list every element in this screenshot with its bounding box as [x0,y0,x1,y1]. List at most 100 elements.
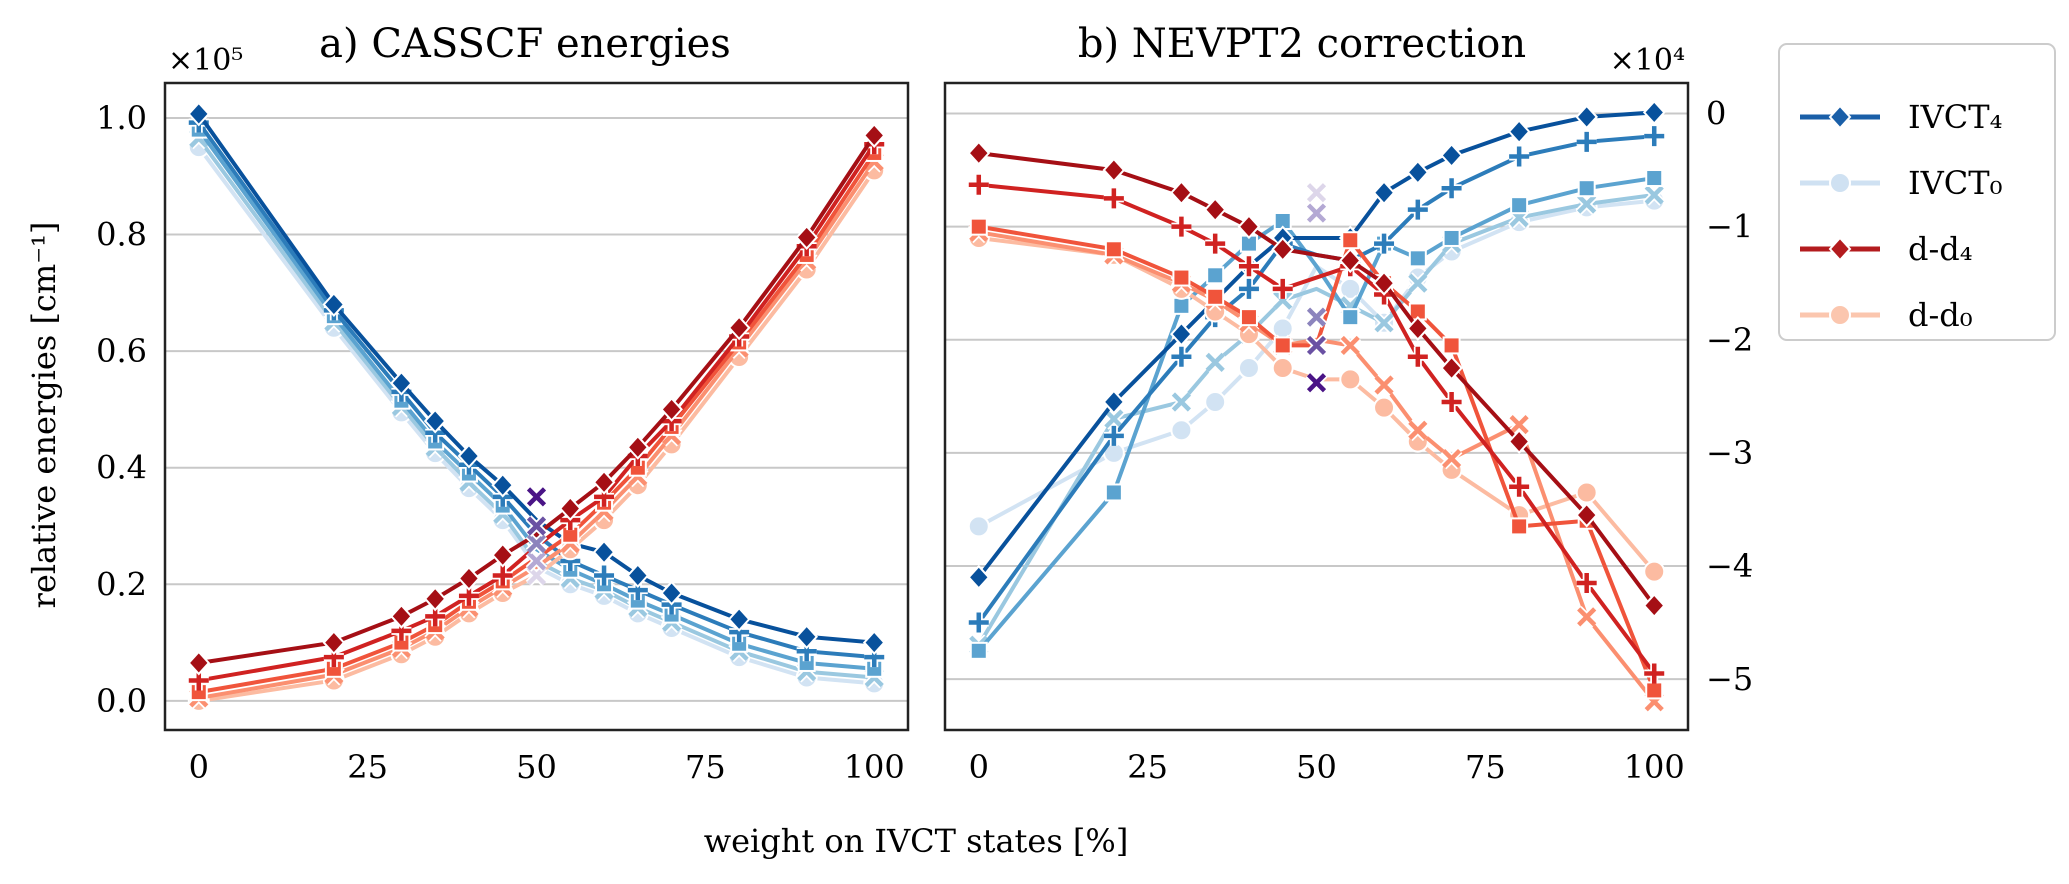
panel-b-ivct-point [1172,296,1191,315]
panel-b-center-point [1305,181,1328,204]
panel-a-ivct-point [862,630,886,656]
panel-b-frame [943,81,1690,732]
y-axis-label: relative energies [cm⁻¹] [25,222,63,609]
panel-a-frame [163,81,910,732]
panel-b-dd-series-4 [967,140,1666,619]
panel-b-dd-point [1442,336,1461,355]
panel-a-ivct-series-1 [187,127,886,689]
panel-b-dd-point [969,217,988,236]
panel-a-center-point [525,532,548,555]
panel-b-dd-point [1575,481,1598,504]
panel-b-dd-point [1645,681,1664,700]
panel-b-ivct-point [1104,483,1123,502]
panel-b-x-tick-label: 50 [1296,748,1337,786]
panel-a-scale-label: ×10⁵ [168,43,243,78]
panel-b-dd-point [1205,233,1226,254]
panel-a-ivct-point [592,539,616,565]
panel-b-ivct-point [1507,119,1531,145]
panel-b-title: b) NEVPT2 correction [1078,21,1526,67]
panel-b-dd-point [1441,391,1462,412]
panel-a-y-tick-label: 1.0 [96,99,147,137]
panel-a-dd-point [626,434,650,460]
panel-b-ivct-point [1373,311,1395,334]
panel-b-dd-point [1238,256,1259,277]
panel-a-dd-series-3 [188,134,885,691]
panel-b-center-point [1305,371,1328,394]
panel-b-ivct-point [1238,278,1259,299]
panel-b-series [967,99,1666,713]
panel-b-dd-point [1644,663,1665,684]
panel-a-dd-line-1 [198,160,876,700]
panel-b-center-points [1305,181,1328,394]
panel-b-ivct-point [1643,184,1666,206]
panel-b-dd-point [1206,287,1225,306]
panel-b-dd-point [1102,157,1126,183]
panel-b-dd-line-2 [978,224,1657,692]
panel-b-ivct-point [1577,179,1596,198]
panel-a-title: a) CASSCF energies [319,21,731,67]
panel-b-dd-point [1643,560,1666,583]
panel-b-center-point [1305,306,1328,328]
panel-b-center-point [1305,202,1328,224]
panel-b-dd-point [967,140,991,166]
panel-b-y-tick-label: −5 [1706,660,1753,698]
panel-a-dd-series-1 [187,150,886,709]
panel-b-dd-point [1338,248,1362,274]
panel-a-ivct-point [390,370,413,396]
panel-a-dd-series-2 [189,143,884,702]
panel-b-ivct-point [1206,266,1225,285]
panel-a-ivct-point [727,606,751,632]
panel-b-ivct-point [1406,159,1430,185]
panel-a-grid [165,116,908,702]
panel-a-ivct-point [660,580,683,606]
panel-b-dd-point [1272,278,1293,299]
panel-b-ivct-point [1372,180,1396,206]
panel-a-y-tick-label: 0.2 [96,565,147,603]
panel-a-dd-point [390,603,413,629]
panel-b-x-tick-label: 25 [1127,748,1168,786]
panel-b-y-ticks: 0 −1 −2 −3 −4 −5 [1706,95,1753,699]
panel-b-dd-point [1406,315,1430,341]
panel-b-ivct-point [969,641,988,660]
panel-a-y-tick-label: 0.8 [96,216,147,254]
panel-b: 0 −1 −2 −3 −4 −5 0 25 50 75 100 b) NEVPT2 correct… [943,21,1753,786]
legend-label: IVCT₄ [1908,98,2002,136]
panel-b-dd-point [1271,357,1294,380]
legend-marker [1828,104,1852,130]
panel-b-ivct-line-1 [977,192,1655,647]
legend: IVCT₄ IVCT₀ d-d₄ d-d₀ [1778,43,2056,341]
panel-b-ivct-point [1102,389,1126,415]
panel-a-x-tick-label: 75 [685,748,726,786]
legend-marker [1829,172,1851,194]
panel-a-ivct-point [491,472,515,498]
panel-a-dd-point [558,496,582,521]
panel-b-center-point [1305,334,1328,357]
legend-items: IVCT₄ IVCT₀ d-d₄ d-d₀ [1800,98,2002,334]
panel-b-ivct-point [1204,390,1227,413]
panel-b-dd-line-1 [978,230,1656,703]
panel-a-dd-point [322,630,346,656]
panel-a-y-tick-label: 0.4 [96,449,147,487]
panel-b-dd-line-3 [978,182,1656,675]
panel-b-ivct-point [1575,193,1598,215]
panel-b-y-tick-label: −1 [1706,208,1753,246]
panel-a-ivct-point [795,624,819,650]
panel-b-ivct-point [968,612,989,633]
panel-b-ivct-point [1237,357,1260,380]
panel-b-ivct-point [1170,321,1193,347]
panel-a-ivct-line-0 [197,145,875,686]
panel-a-ivct-line-2 [197,128,875,671]
x-axis-label: weight on IVCT states [%] [704,822,1129,860]
panel-a-dd-point [795,224,819,250]
legend-item: IVCT₄ [1800,98,2002,136]
panel-b-ivct-point [1408,249,1427,268]
panel-b-dd-point [1271,236,1295,262]
panel-b-dd-point [1508,413,1530,436]
panel-a-dd-point [492,565,513,586]
panel-a-dd-point [862,122,886,148]
panel-b-dd-series-1 [967,221,1666,713]
panel-a-series [187,101,886,712]
panel-a-ivct-point [594,565,615,586]
panel-a: 0.0 0.2 0.4 0.6 0.8 1.0 0 25 50 75 100 a) CASSCF … [96,21,910,786]
